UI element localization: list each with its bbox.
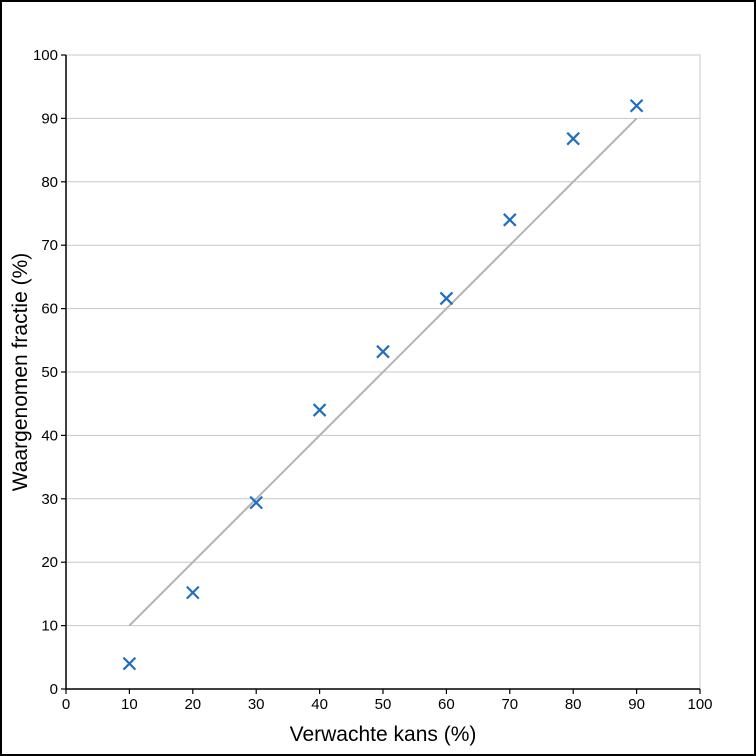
y-tick-label: 60 xyxy=(41,301,58,318)
data-point xyxy=(312,403,327,417)
y-tick-label: 40 xyxy=(41,427,58,444)
data-point xyxy=(503,213,517,227)
x-axis-title: Verwachte kans (%) xyxy=(290,723,477,746)
x-tick-label: 50 xyxy=(375,696,392,713)
x-tick-label: 70 xyxy=(501,696,518,713)
reference-line-group xyxy=(128,117,638,627)
marker-stroke xyxy=(376,344,390,359)
axes xyxy=(61,54,701,694)
data-point xyxy=(249,495,263,510)
x-tick-label: 40 xyxy=(311,696,328,713)
y-tick-label: 10 xyxy=(41,618,58,635)
data-point xyxy=(186,585,200,600)
marker-stroke xyxy=(249,495,263,510)
x-tick-label: 60 xyxy=(438,696,455,713)
gridlines xyxy=(66,54,700,627)
marker-stroke xyxy=(312,403,327,417)
marker-stroke xyxy=(503,213,517,227)
marker-stroke xyxy=(566,131,580,146)
marker-stroke xyxy=(122,656,137,671)
data-point xyxy=(122,656,137,671)
y-tick-label: 90 xyxy=(41,110,58,127)
y-axis-title: Waargenomen fractie (%) xyxy=(9,253,32,491)
marker-stroke xyxy=(439,291,454,306)
marker-stroke xyxy=(186,585,200,600)
x-tick-label: 30 xyxy=(248,696,265,713)
data-point xyxy=(376,344,390,359)
data-point xyxy=(439,291,454,306)
tick-labels: 0 10 20 30 40 50 60 70 80 90 100 0 10 20 30 40 50 60 70 80 9… xyxy=(33,47,713,713)
x-tick-label: 90 xyxy=(628,696,645,713)
x-tick-label: 10 xyxy=(121,696,138,713)
x-tick-label: 0 xyxy=(62,696,70,713)
data-point xyxy=(629,98,644,113)
y-tick-label: 30 xyxy=(41,491,58,508)
y-tick-label: 50 xyxy=(41,364,58,381)
x-tick-label: 20 xyxy=(184,696,201,713)
y-tick-label: 20 xyxy=(41,554,58,571)
reference-line xyxy=(128,117,638,627)
y-tick-label: 0 xyxy=(50,681,58,698)
marker-stroke xyxy=(629,98,644,113)
x-tick-label: 80 xyxy=(565,696,582,713)
y-tick-label: 80 xyxy=(41,174,58,191)
y-tick-label: 100 xyxy=(33,47,58,64)
y-tick-label: 70 xyxy=(41,237,58,254)
x-tick-label: 100 xyxy=(687,696,712,713)
data-points xyxy=(122,98,644,671)
data-point xyxy=(566,131,580,146)
